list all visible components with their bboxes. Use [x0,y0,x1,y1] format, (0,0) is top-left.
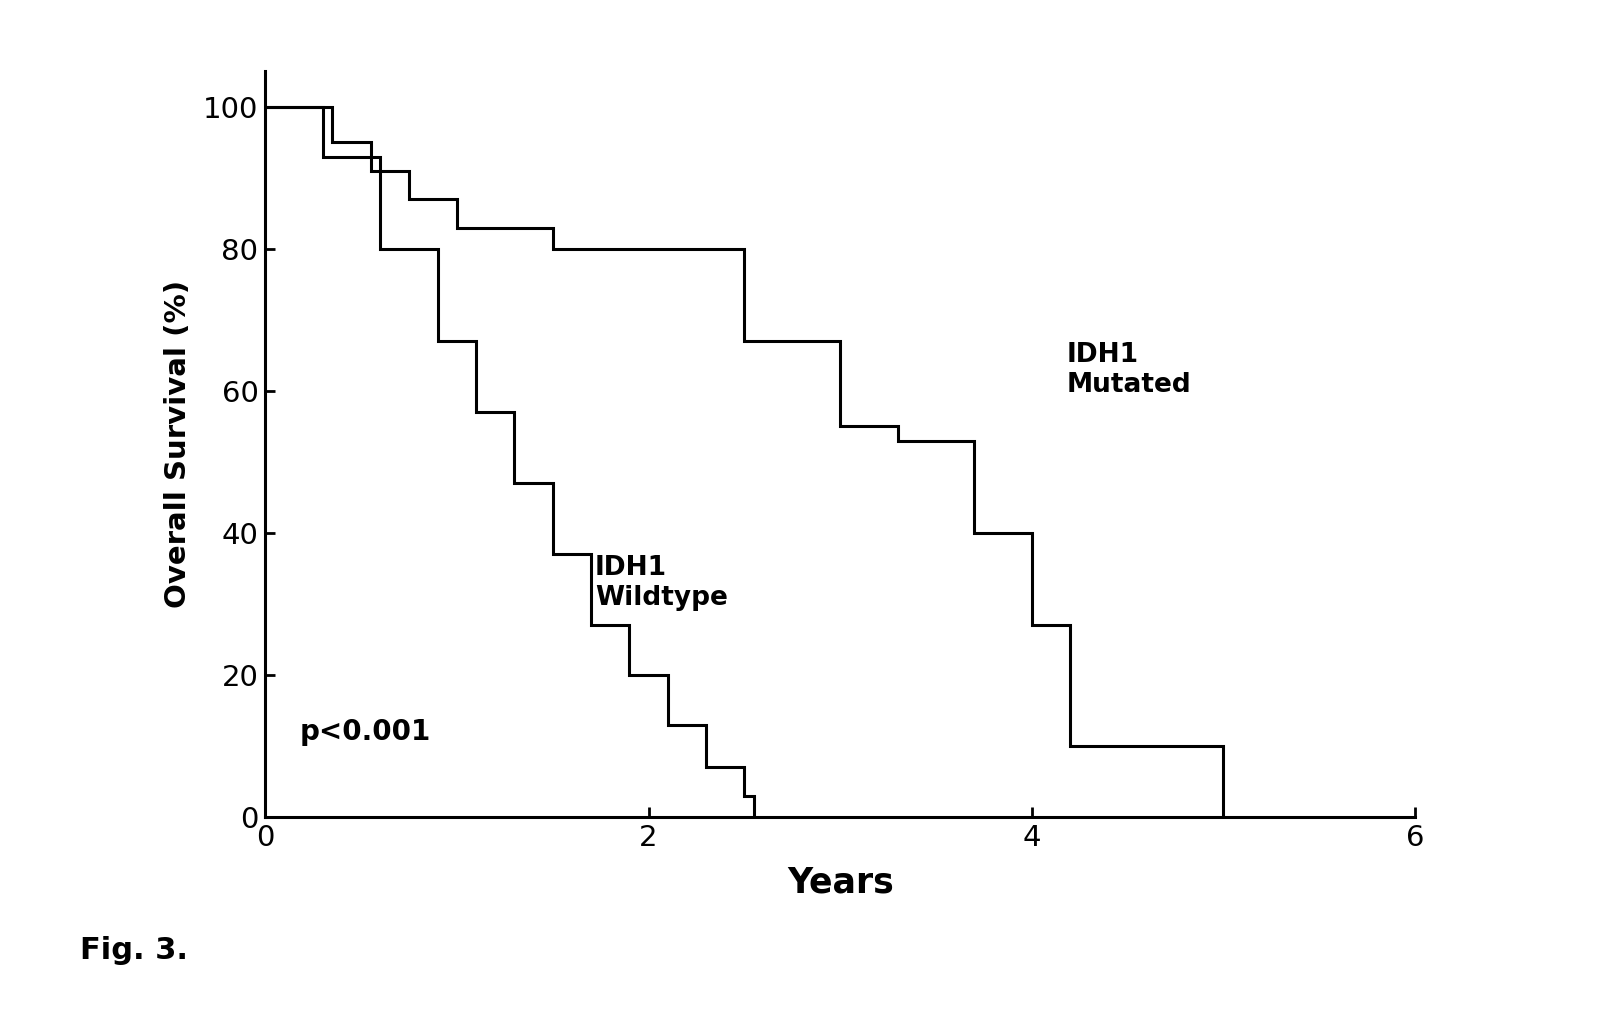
Text: IDH1
Wildtype: IDH1 Wildtype [595,554,728,611]
Y-axis label: Overall Survival (%): Overall Survival (%) [164,280,191,609]
Text: IDH1
Mutated: IDH1 Mutated [1065,342,1191,397]
X-axis label: Years: Years [786,866,893,900]
Text: Fig. 3.: Fig. 3. [80,936,188,965]
Text: p<0.001: p<0.001 [299,718,431,745]
